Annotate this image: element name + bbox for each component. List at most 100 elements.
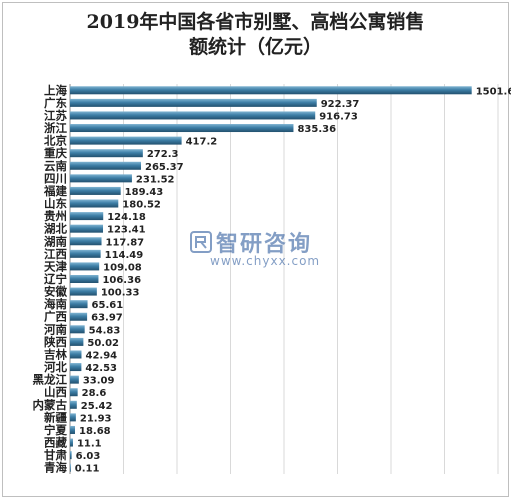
watermark: 智研咨询 [190, 226, 312, 258]
category-label: 广东 [44, 96, 67, 110]
value-label: 25.42 [81, 401, 113, 412]
category-label: 云南 [44, 159, 67, 173]
category-label: 西藏 [44, 436, 67, 450]
bar [70, 438, 73, 447]
category-label: 河北 [44, 360, 67, 374]
category-label: 重庆 [44, 146, 67, 160]
category-label: 青海 [44, 461, 67, 475]
bar [70, 425, 75, 434]
category-label: 黑龙江 [33, 373, 68, 387]
bar [70, 98, 317, 107]
category-labels: 上海广东江苏浙江北京重庆云南四川福建山东贵州湖北湖南江西天津辽宁安徽海南广西河南… [33, 83, 68, 474]
category-label: 吉林 [44, 347, 67, 361]
chart-title-line-1: 2019年中国各省市别墅、高档公寓销售 [86, 11, 425, 33]
value-label: 109.08 [103, 262, 142, 273]
value-label: 11.1 [77, 439, 102, 450]
value-label: 265.37 [145, 162, 184, 173]
bar [70, 300, 88, 309]
bar [70, 199, 119, 208]
bar [70, 451, 72, 460]
value-label: 28.6 [82, 388, 107, 399]
value-label: 21.93 [80, 413, 112, 424]
bar [70, 337, 84, 346]
bar [70, 149, 143, 158]
value-label: 124.18 [107, 212, 146, 223]
bar [70, 375, 79, 384]
bar [70, 363, 82, 372]
bar [70, 275, 99, 283]
value-label: 189.43 [125, 187, 164, 198]
value-label: 922.37 [321, 99, 360, 110]
value-label: 114.49 [105, 250, 144, 261]
category-label: 宁夏 [44, 423, 67, 437]
value-label: 18.68 [79, 426, 111, 437]
category-label: 山西 [44, 385, 67, 399]
category-label: 湖南 [44, 234, 67, 248]
value-label: 1501.66 [476, 86, 511, 97]
category-label: 湖北 [44, 222, 67, 236]
value-label: 54.83 [89, 325, 121, 336]
bar [70, 186, 121, 195]
bar [70, 224, 104, 233]
category-label: 江苏 [44, 108, 67, 122]
bar [70, 111, 316, 120]
watermark-url: www.chyxx.com [210, 254, 321, 268]
category-label: 新疆 [44, 410, 67, 424]
bar [70, 262, 100, 271]
value-label: 180.52 [122, 200, 161, 211]
category-label: 天津 [44, 259, 67, 273]
value-label: 123.41 [107, 225, 146, 236]
bar [70, 388, 78, 397]
value-label: 0.11 [75, 464, 100, 475]
value-label: 231.52 [136, 174, 175, 185]
value-label: 6.03 [76, 451, 101, 462]
value-label: 100.33 [101, 288, 140, 299]
value-label: 63.97 [91, 313, 123, 324]
value-label: 916.73 [319, 111, 358, 122]
category-label: 福建 [43, 184, 67, 198]
value-label: 835.36 [297, 124, 336, 135]
category-label: 辽宁 [44, 272, 67, 286]
category-label: 广西 [44, 310, 67, 324]
category-label: 上海 [44, 83, 67, 97]
value-label: 106.36 [102, 275, 141, 286]
value-label: 272.3 [147, 149, 179, 160]
bars [70, 86, 472, 472]
chart-title: 2019年中国各省市别墅、高档公寓销售 额统计（亿元） [0, 10, 511, 60]
bar [70, 325, 85, 334]
value-label: 417.2 [186, 137, 218, 148]
value-label: 33.09 [83, 376, 115, 387]
value-label: 42.94 [85, 350, 117, 361]
bar [70, 237, 102, 246]
value-label: 50.02 [87, 338, 119, 349]
category-label: 河南 [44, 322, 67, 336]
category-label: 甘肃 [44, 448, 67, 462]
category-label: 四川 [44, 171, 67, 185]
bar [70, 86, 472, 95]
category-label: 陕西 [44, 335, 67, 349]
bar [70, 287, 97, 296]
bar [70, 249, 101, 258]
value-label: 117.87 [106, 237, 145, 248]
bar [70, 212, 104, 221]
bar [70, 312, 88, 321]
gridlines [69, 84, 499, 474]
bar [70, 350, 82, 359]
category-label: 山东 [44, 197, 67, 211]
bar [70, 136, 182, 145]
bar [70, 400, 77, 409]
category-label: 内蒙古 [33, 398, 68, 412]
watermark-name: 智研咨询 [216, 232, 313, 257]
category-label: 北京 [44, 134, 67, 148]
bar [70, 413, 76, 422]
bar [70, 174, 132, 183]
category-label: 贵州 [44, 209, 67, 223]
bar [70, 124, 294, 133]
bar [70, 161, 141, 170]
category-label: 浙江 [44, 121, 67, 135]
watermark-logo-icon [190, 231, 212, 253]
category-label: 安徽 [44, 285, 67, 299]
